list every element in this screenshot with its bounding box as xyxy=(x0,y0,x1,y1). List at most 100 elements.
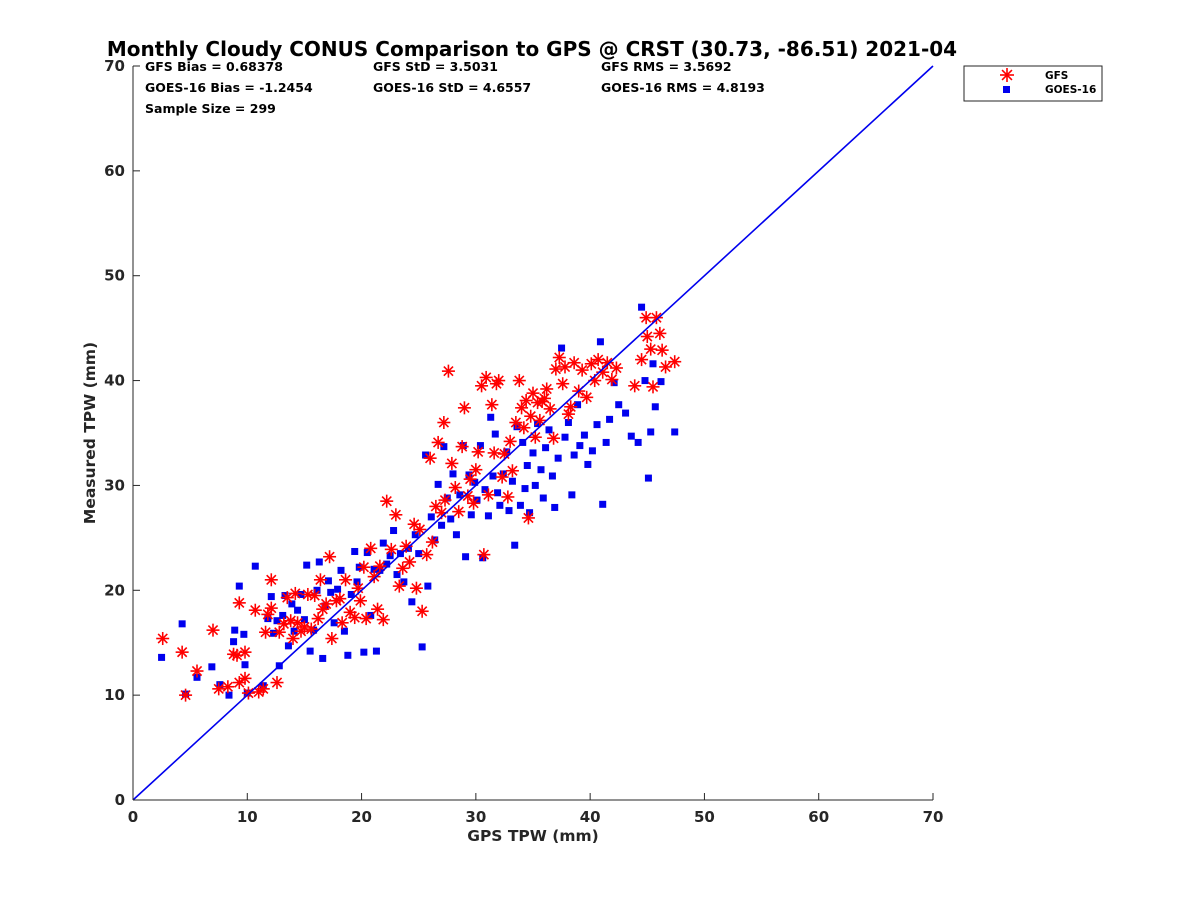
goes16-point xyxy=(279,611,287,619)
goes16-point xyxy=(593,421,601,429)
goes16-point xyxy=(588,447,596,455)
x-tick-label: 40 xyxy=(580,808,601,826)
gfs-point xyxy=(457,401,471,415)
gfs-point xyxy=(655,343,669,357)
goes16-point xyxy=(418,643,426,651)
goes16-point xyxy=(615,401,623,409)
goes16-point xyxy=(568,491,576,499)
goes16-point xyxy=(484,512,492,520)
goes16-point xyxy=(241,661,249,669)
gfs-point xyxy=(389,508,403,522)
goes16-point xyxy=(489,472,497,480)
gfs-point xyxy=(407,517,421,531)
stat-goes-rms: GOES-16 RMS = 4.8193 xyxy=(601,80,765,95)
stat-sample-size: Sample Size = 299 xyxy=(145,101,276,116)
goes16-point xyxy=(334,585,342,593)
gfs-point xyxy=(471,445,485,459)
one-to-one-line xyxy=(132,65,934,801)
goes16-point xyxy=(641,377,649,385)
y-tick-label: 40 xyxy=(104,372,125,390)
gfs-point xyxy=(206,623,220,637)
y-tick-label: 20 xyxy=(104,581,125,599)
goes16-point xyxy=(158,653,166,661)
gfs-point xyxy=(503,434,517,448)
x-tick-label: 10 xyxy=(237,808,258,826)
gfs-point xyxy=(230,648,244,662)
goes16-point xyxy=(319,654,327,662)
gfs-point xyxy=(288,586,302,600)
x-tick-label: 0 xyxy=(128,808,138,826)
goes16-point xyxy=(574,401,582,409)
goes16-point xyxy=(440,443,448,451)
goes16-point xyxy=(456,491,464,499)
gfs-point xyxy=(649,311,663,325)
gfs-point xyxy=(238,671,252,685)
gfs-point xyxy=(415,604,429,618)
goes16-point xyxy=(671,428,679,436)
goes16-point xyxy=(580,431,588,439)
gfs-point xyxy=(264,601,278,615)
goes16-point xyxy=(386,552,394,560)
gfs-point xyxy=(526,386,540,400)
gfs-point xyxy=(413,522,427,536)
legend-goes-marker xyxy=(1003,86,1010,93)
gfs-point xyxy=(640,330,654,344)
goes16-point xyxy=(627,432,635,440)
x-tick-label: 50 xyxy=(694,808,715,826)
gfs-point xyxy=(248,603,262,617)
gfs-point xyxy=(644,342,658,356)
goes16-point xyxy=(494,489,502,497)
gfs-point xyxy=(313,573,327,587)
goes16-point xyxy=(479,554,487,562)
y-tick-label: 0 xyxy=(115,791,125,809)
gfs-point xyxy=(423,451,437,465)
y-tick-label: 50 xyxy=(104,267,125,285)
goes16-point xyxy=(379,539,387,547)
gfs-point xyxy=(547,431,561,445)
gfs-point xyxy=(364,541,378,555)
gfs-point xyxy=(467,496,481,510)
gfs-point xyxy=(376,613,390,627)
gfs-point xyxy=(221,680,235,694)
goes16-point xyxy=(273,617,281,625)
goes16-point xyxy=(599,500,607,508)
gfs-point xyxy=(286,632,300,646)
gfs-point xyxy=(304,622,318,636)
gfs-point xyxy=(359,612,373,626)
gfs-point xyxy=(319,597,333,611)
y-tick-label: 30 xyxy=(104,476,125,494)
goes16-point xyxy=(411,531,419,539)
goes16-point xyxy=(516,501,524,509)
goes16-point xyxy=(367,611,375,619)
gfs-point xyxy=(348,611,362,625)
goes16-point xyxy=(526,509,534,517)
gfs-point xyxy=(212,682,226,696)
goes16-point xyxy=(408,598,416,606)
gfs-point xyxy=(646,380,660,394)
gfs-point xyxy=(335,616,349,630)
goes16-point xyxy=(471,478,479,486)
gfs-point xyxy=(479,370,493,384)
gfs-point xyxy=(505,464,519,478)
goes16-point xyxy=(288,600,296,608)
goes16-point xyxy=(424,582,432,590)
gfs-point xyxy=(584,357,598,371)
gfs-point xyxy=(367,570,381,584)
goes16-point xyxy=(310,626,318,634)
legend-goes-label: GOES-16 xyxy=(1045,84,1096,96)
gfs-point xyxy=(501,490,515,504)
goes16-point xyxy=(306,647,314,655)
goes16-point xyxy=(290,627,298,635)
goes16-point xyxy=(602,438,610,446)
gfs-point xyxy=(190,664,204,678)
goes16-point xyxy=(327,588,335,596)
goes16-point xyxy=(449,470,457,478)
goes16-point xyxy=(372,647,380,655)
goes16-point xyxy=(347,590,355,598)
gfs-point xyxy=(409,581,423,595)
gfs-point xyxy=(259,625,273,639)
goes16-point xyxy=(564,419,572,427)
gfs-point xyxy=(668,355,682,369)
gfs-point xyxy=(441,364,455,378)
